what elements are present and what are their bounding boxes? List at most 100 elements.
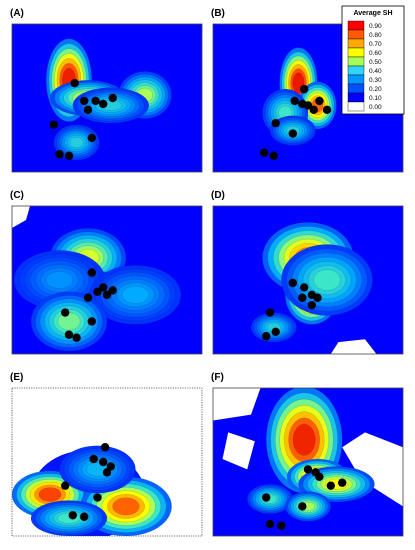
legend-swatch <box>347 29 365 40</box>
legend-title: Average SH <box>353 10 392 17</box>
contour-band <box>121 285 150 304</box>
sample-point <box>60 481 70 490</box>
sample-point <box>307 300 316 310</box>
sample-point <box>309 105 318 115</box>
panel-frame <box>11 205 203 355</box>
sample-point <box>64 330 74 339</box>
panel-3: (C) <box>10 190 203 355</box>
no-data-mask <box>222 432 255 470</box>
contour-band <box>38 487 62 502</box>
sample-point <box>99 283 108 292</box>
sample-point <box>93 287 102 297</box>
panel-frame <box>11 387 203 537</box>
sample-point <box>55 150 64 159</box>
panel-frame <box>212 205 404 355</box>
legend-swatch <box>347 92 365 103</box>
contour-band <box>313 269 341 291</box>
sample-point <box>89 454 98 464</box>
sample-point <box>102 468 112 477</box>
contour-band <box>112 497 140 516</box>
panel-label: (A) <box>10 8 24 19</box>
panel-1: (A) <box>10 8 203 173</box>
legend-swatch <box>347 65 365 76</box>
sample-point <box>87 268 97 277</box>
sample-point <box>70 79 79 88</box>
legend-tick-label: 0.30 <box>369 77 382 84</box>
panel-label: (D) <box>211 190 225 201</box>
legend-tick-label: 0.90 <box>369 23 382 30</box>
legend-swatch <box>347 56 365 67</box>
sample-point <box>83 293 93 302</box>
sample-point <box>298 502 307 511</box>
sample-point <box>265 308 275 317</box>
contour-band <box>45 271 74 289</box>
panel-label: (B) <box>211 8 225 19</box>
legend-tick-label: 0.00 <box>369 104 382 111</box>
sample-point <box>99 99 108 109</box>
sample-point <box>60 308 70 317</box>
legend-tick-label: 0.80 <box>369 32 382 39</box>
legend-swatch <box>347 83 365 94</box>
panel-label: (E) <box>10 372 23 383</box>
sample-point <box>102 290 112 299</box>
sample-point <box>303 101 313 110</box>
legend: Average SH 0.90 0.80 0.70 0.60 0.50 0.40 0.30 0.… <box>341 5 405 115</box>
sample-point <box>271 327 280 336</box>
panel-5: (E) <box>10 372 203 537</box>
sample-point <box>315 96 324 106</box>
legend-swatch <box>347 101 365 112</box>
sample-point <box>265 519 275 529</box>
legend-tick-label: 0.70 <box>369 41 382 48</box>
sample-point <box>49 120 58 129</box>
legend-tick-label: 0.60 <box>369 50 382 57</box>
legend-swatch <box>347 20 365 31</box>
sample-point <box>108 93 117 103</box>
sample-point <box>68 511 78 520</box>
no-data-mask <box>213 388 261 421</box>
sample-point <box>288 278 297 288</box>
legend-tick-label: 0.10 <box>369 95 382 102</box>
sample-point <box>64 151 74 160</box>
sample-point <box>83 105 93 115</box>
sample-point <box>91 96 100 106</box>
sample-point <box>99 457 108 467</box>
sample-point <box>271 118 280 128</box>
legend-swatch <box>347 74 365 85</box>
sample-point <box>303 465 313 474</box>
panel-4: (D) <box>211 190 404 355</box>
sample-point <box>100 443 110 452</box>
legend-tick-label: 0.20 <box>369 86 382 93</box>
legend-tick-label: 0.50 <box>369 59 382 66</box>
sample-point <box>322 105 332 115</box>
panel-frame <box>212 387 404 537</box>
contour-band <box>57 312 81 331</box>
sample-point <box>298 293 307 302</box>
sample-point <box>300 84 309 94</box>
sample-point <box>80 96 89 106</box>
legend-tick-label: 0.40 <box>369 68 382 75</box>
sample-point <box>260 148 269 157</box>
sample-point <box>315 472 324 481</box>
sample-point <box>93 493 102 502</box>
panel-label: (C) <box>10 190 24 201</box>
sample-point <box>87 133 97 143</box>
no-data-mask <box>330 339 377 354</box>
sample-point <box>300 283 309 292</box>
no-data-mask <box>12 206 30 228</box>
sample-point <box>290 96 299 106</box>
sample-point <box>87 317 97 326</box>
panel-label: (F) <box>211 372 224 383</box>
legend-swatch <box>347 47 365 58</box>
contour-band <box>292 424 316 456</box>
sample-point <box>262 493 271 502</box>
sample-point <box>269 151 278 160</box>
sample-point <box>80 512 89 521</box>
panel-6: (F) <box>211 372 404 537</box>
sample-point <box>108 286 117 295</box>
no-data-mask <box>342 432 403 507</box>
sample-point <box>288 129 297 138</box>
panel-frame <box>11 23 203 173</box>
sample-point <box>313 293 322 302</box>
sample-point <box>338 478 347 487</box>
